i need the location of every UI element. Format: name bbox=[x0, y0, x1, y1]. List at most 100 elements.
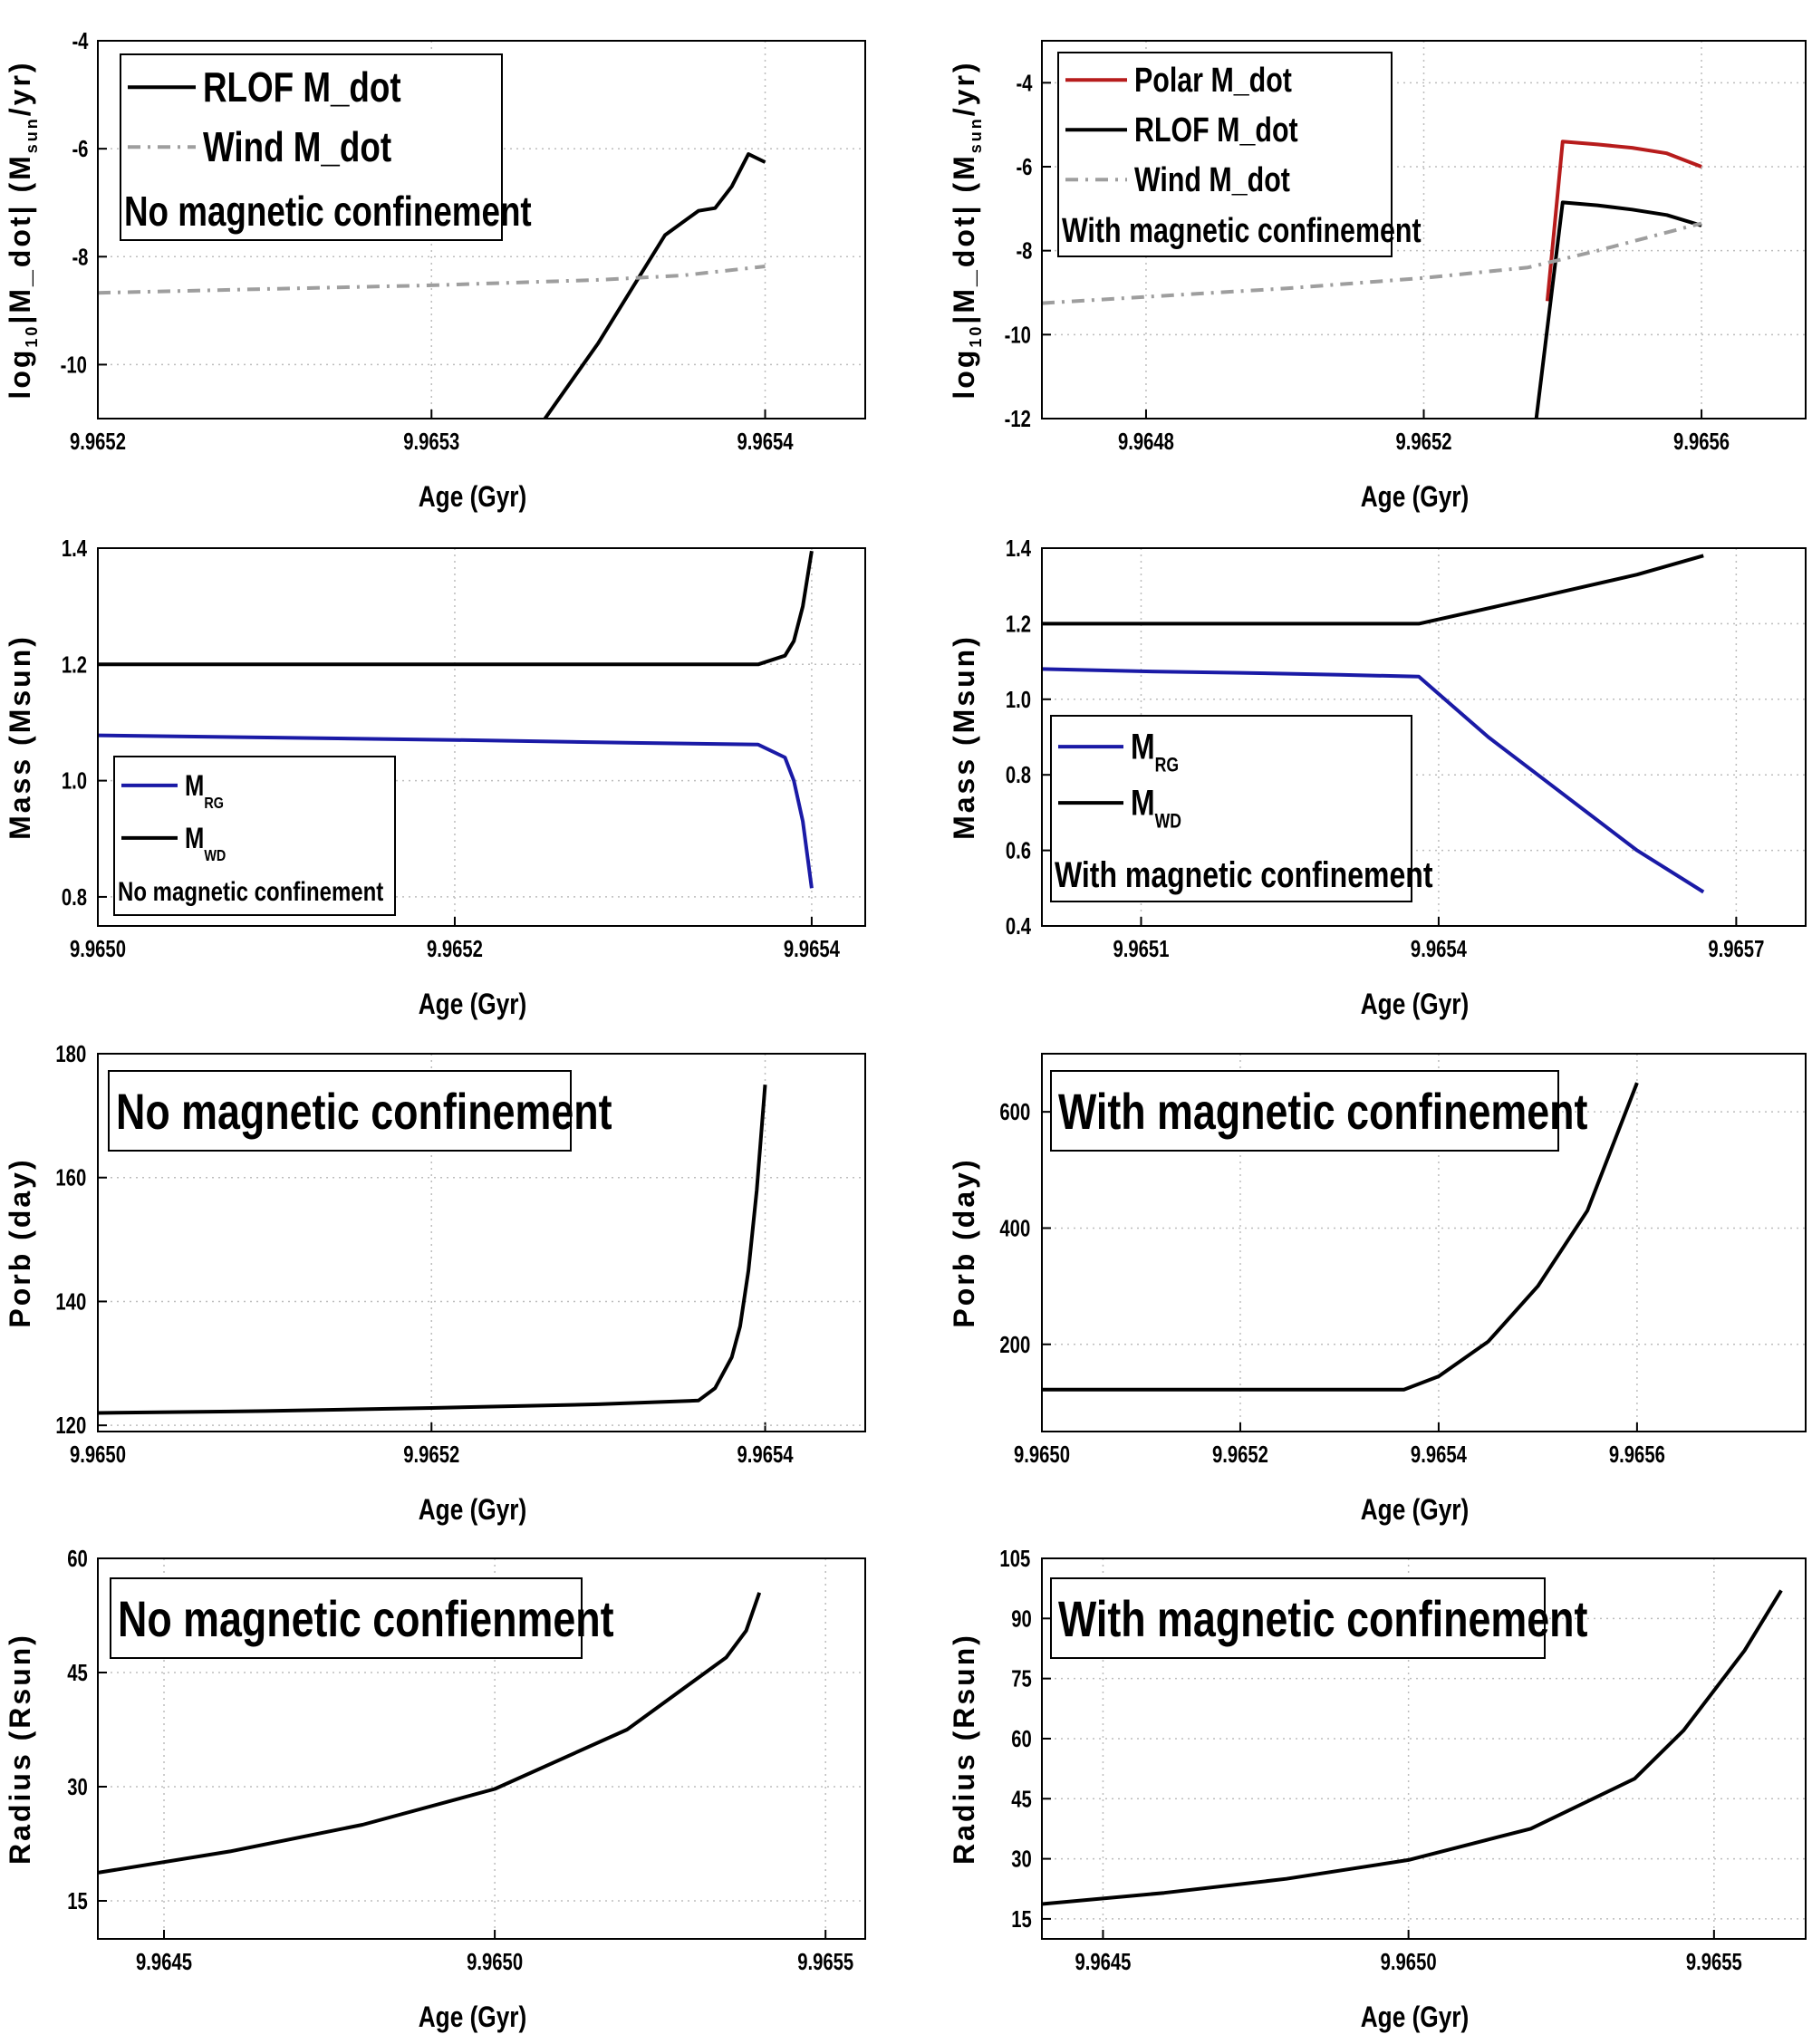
plot-frame bbox=[97, 547, 866, 927]
y-tick-label: -6 bbox=[1016, 154, 1032, 180]
legend: RLOF M_dot Wind M_dot No magnetic confinem… bbox=[120, 53, 532, 241]
y-tick-label: 15 bbox=[67, 1888, 88, 1914]
plot-frame bbox=[97, 40, 866, 419]
x-axis-label: Age (Gyr) bbox=[419, 482, 527, 514]
x-tick-label: 9.9650 bbox=[1014, 1441, 1070, 1468]
chart-panel-3: 9.9650 9.9652 9.9654 0.8 1.0 1.2 1.4 Age (Gyr) M… bbox=[4, 535, 866, 1021]
panel-banner: With magnetic confinement bbox=[1058, 1083, 1588, 1140]
x-tick-label: 9.9657 bbox=[1708, 936, 1764, 962]
y-tick-label: 0.6 bbox=[1006, 837, 1031, 863]
y-tick-label: -8 bbox=[1016, 237, 1032, 264]
x-tick-label: 9.9652 bbox=[403, 1441, 459, 1468]
x-tick-label: 9.9654 bbox=[737, 429, 794, 455]
legend: Polar M_dot RLOF M_dot Wind M_dot With magn… bbox=[1057, 52, 1422, 257]
x-axis-label: Age (Gyr) bbox=[419, 2002, 527, 2034]
y-axis-label: Radius (Rsun) bbox=[948, 1633, 980, 1865]
y-tick-label: 60 bbox=[67, 1546, 88, 1572]
y-tick-label: 45 bbox=[1011, 1786, 1032, 1812]
series-line-m-wd bbox=[1042, 554, 1704, 626]
y-tick-label: 105 bbox=[999, 1546, 1030, 1572]
series-line-m-wd bbox=[98, 550, 814, 667]
legend: With magnetic confinement bbox=[1050, 1070, 1588, 1152]
chart-panel-7: 9.9645 9.9650 9.9655 15 30 45 60 Age (Gyr) Radiu… bbox=[4, 1546, 866, 2034]
legend: MRG MWD With magnetic confinement bbox=[1050, 715, 1432, 902]
y-tick-label: -8 bbox=[72, 244, 88, 270]
panel-banner: With magnetic confinement bbox=[1058, 1590, 1588, 1647]
y-tick-label: 45 bbox=[67, 1660, 88, 1686]
series-line-wind-m-dot bbox=[1042, 221, 1702, 305]
y-tick-label: 180 bbox=[55, 1041, 86, 1067]
legend-entry-label: MRG bbox=[1131, 726, 1179, 776]
legend: MRG MWD No magnetic confinement bbox=[113, 756, 396, 916]
x-tick-label: 9.9650 bbox=[1381, 1949, 1437, 1975]
legend-entry-label: MWD bbox=[1131, 782, 1181, 833]
x-tick-label: 9.9645 bbox=[1075, 1949, 1131, 1975]
y-tick-label: 160 bbox=[55, 1164, 86, 1191]
legend-entry-label: MRG bbox=[185, 770, 224, 812]
x-tick-label: 9.9653 bbox=[403, 429, 459, 455]
x-tick-label: 9.9645 bbox=[136, 1949, 192, 1975]
series-line-porb bbox=[98, 1085, 767, 1415]
x-tick-label: 9.9648 bbox=[1118, 429, 1174, 455]
chart-panel-2: 9.9648 9.9652 9.9656 -4 -6 -8 -10 -12 Age (Gyr) l… bbox=[948, 40, 1807, 514]
legend-box bbox=[1050, 1577, 1546, 1659]
x-tick-label: 9.9654 bbox=[784, 936, 840, 962]
y-tick-label: 1.2 bbox=[62, 651, 87, 678]
y-axis-label: Mass (Msun) bbox=[4, 634, 36, 840]
chart-panel-4: 9.9651 9.9654 9.9657 0.4 0.6 0.8 1.0 1.2 1.4 Age … bbox=[948, 535, 1807, 1021]
legend-entry-label: Wind M_dot bbox=[203, 123, 391, 170]
series-line-m-rg bbox=[1042, 667, 1705, 894]
y-tick-label: 1.0 bbox=[62, 767, 87, 794]
y-tick-label: 120 bbox=[55, 1412, 86, 1439]
legend-box bbox=[108, 1070, 572, 1152]
series-line-polar-m-dot bbox=[1545, 140, 1702, 302]
legend-box bbox=[120, 53, 503, 241]
x-tick-label: 9.9650 bbox=[467, 1949, 523, 1975]
legend: No magnetic confinement bbox=[108, 1070, 612, 1152]
y-tick-label: -4 bbox=[72, 28, 88, 54]
x-tick-label: 9.9651 bbox=[1113, 936, 1169, 962]
legend-note: No magnetic confinement bbox=[124, 188, 532, 235]
y-axis-label: log10|M_dot| (Msun/yr) bbox=[4, 60, 41, 399]
x-tick-label: 9.9654 bbox=[1411, 1441, 1467, 1468]
y-tick-label: -10 bbox=[61, 352, 87, 378]
x-axis-label: Age (Gyr) bbox=[1361, 2002, 1470, 2034]
panel-banner: No magnetic confienment bbox=[118, 1590, 614, 1647]
chart-panel-6: 9.9650 9.9652 9.9654 9.9656 200 400 600 Age (Gy… bbox=[948, 1053, 1807, 1527]
x-tick-label: 9.9655 bbox=[797, 1949, 853, 1975]
legend-entry-label: RLOF M_dot bbox=[1134, 111, 1298, 149]
x-tick-label: 9.9650 bbox=[70, 1441, 126, 1468]
y-tick-label: -4 bbox=[1016, 70, 1032, 96]
x-axis-label: Age (Gyr) bbox=[1361, 989, 1470, 1021]
legend-note: With magnetic confinement bbox=[1062, 212, 1422, 250]
series-line-m-rg bbox=[98, 733, 814, 889]
chart-panel-5: 9.9650 9.9652 9.9654 120 140 160 180 Age (Gyr) P… bbox=[4, 1041, 866, 1527]
x-axis-label: Age (Gyr) bbox=[1361, 482, 1470, 514]
x-tick-label: 9.9652 bbox=[70, 429, 126, 455]
plot-frame bbox=[1041, 1053, 1807, 1432]
plot-frame bbox=[97, 1557, 866, 1940]
chart-panel-8: 9.9645 9.9650 9.9655 15 30 45 60 75 90 105 Age (Gy… bbox=[948, 1546, 1807, 2034]
y-tick-label: 75 bbox=[1011, 1665, 1032, 1692]
y-tick-label: 600 bbox=[999, 1099, 1030, 1125]
y-axis-label: Porb (day) bbox=[948, 1157, 980, 1327]
plot-frame bbox=[97, 1053, 866, 1432]
x-tick-label: 9.9650 bbox=[70, 936, 126, 962]
series-line-rlof-m-dot bbox=[1534, 200, 1702, 419]
panel-banner: No magnetic confinement bbox=[116, 1083, 612, 1140]
legend-entry-label: Wind M_dot bbox=[1134, 161, 1290, 199]
x-tick-label: 9.9652 bbox=[1396, 429, 1452, 455]
y-tick-label: 30 bbox=[67, 1774, 88, 1800]
y-tick-label: -10 bbox=[1005, 322, 1031, 348]
y-axis-label: Porb (day) bbox=[4, 1157, 36, 1327]
x-tick-label: 9.9652 bbox=[1212, 1441, 1268, 1468]
y-tick-label: -6 bbox=[72, 136, 88, 162]
x-tick-label: 9.9655 bbox=[1686, 1949, 1742, 1975]
y-tick-label: 15 bbox=[1011, 1905, 1032, 1932]
y-tick-label: 0.8 bbox=[1006, 762, 1031, 788]
series-line-radius bbox=[1042, 1589, 1783, 1906]
legend-entry-label: RLOF M_dot bbox=[203, 63, 401, 111]
y-axis-label: Radius (Rsun) bbox=[4, 1633, 36, 1865]
series-line-rlof-m-dot bbox=[543, 152, 766, 419]
